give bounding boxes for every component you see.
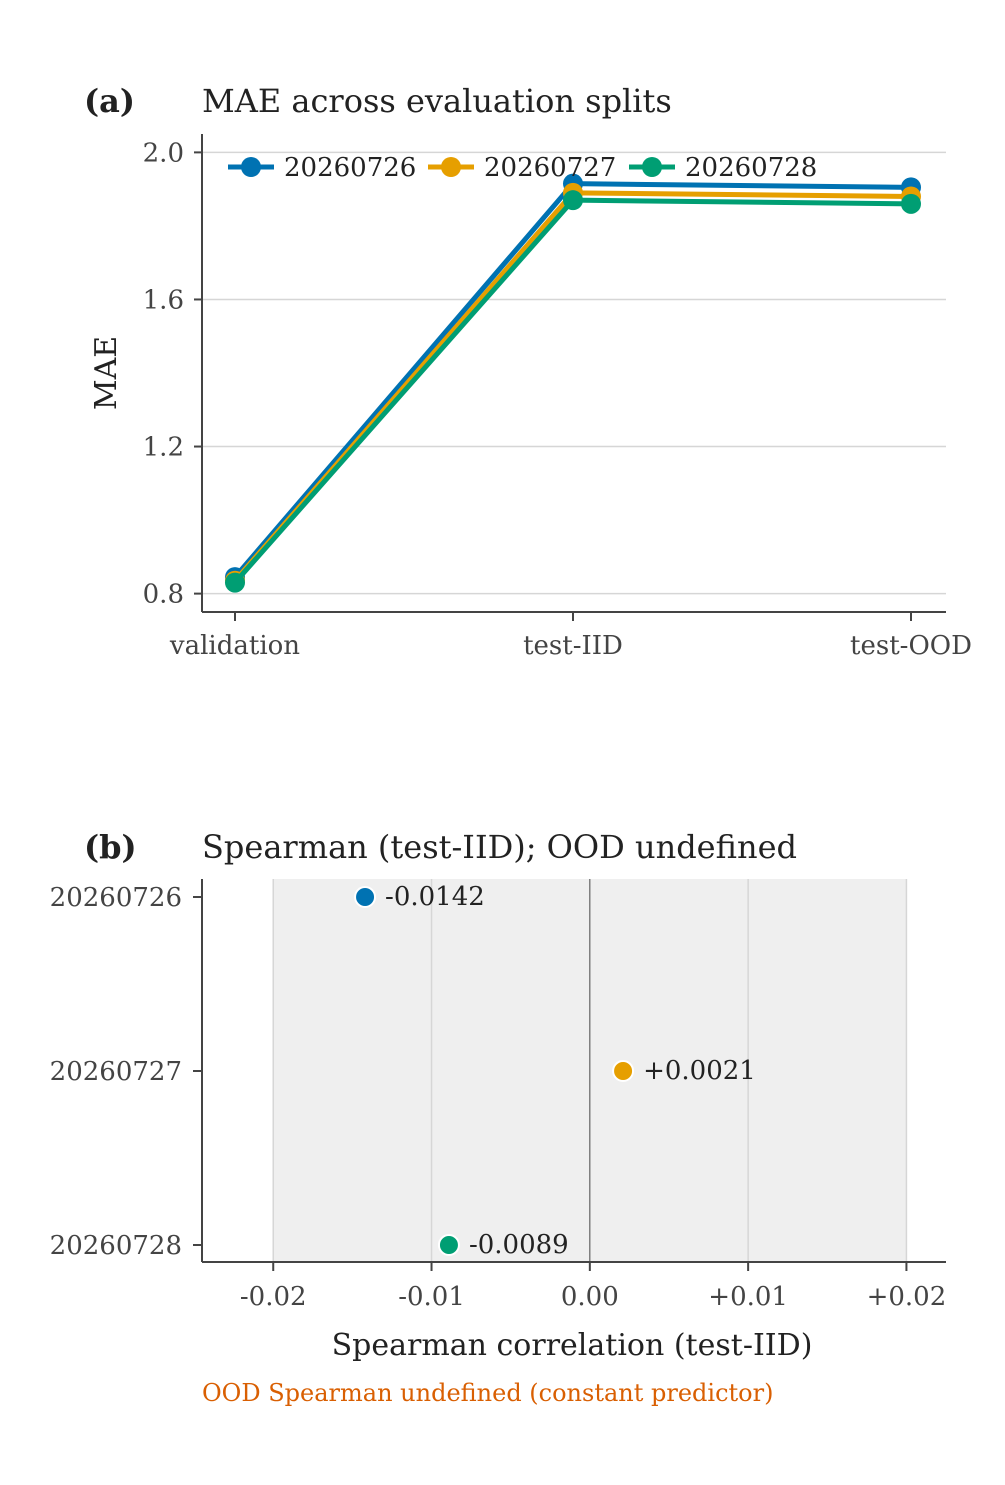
panel-b-y-tick-label: 20260726: [50, 883, 182, 913]
panel-b-label: (b): [84, 828, 137, 866]
panel-a-data-point: [225, 572, 245, 593]
panel-a-series-line: [233, 181, 912, 579]
panel-a-y-tick-label: 1.2: [143, 433, 184, 463]
panel-a-legend-marker: [642, 157, 662, 177]
panel-b-y-tick-label: 20260728: [50, 1231, 182, 1261]
panel-a-y-tick-label: 1.6: [143, 285, 184, 315]
panel-a-series-20260728: [225, 190, 921, 593]
panel-a-legend-label: 20260727: [484, 153, 616, 183]
panel-a-legend-label: 20260726: [284, 153, 416, 183]
panel-b-point-label: +0.0021: [643, 1056, 756, 1086]
panel-a-x-tick-label: test-OOD: [850, 631, 972, 661]
panel-b-point-label: -0.0089: [469, 1230, 569, 1260]
panel-a-series-line: [233, 197, 912, 585]
panel-b-gridlines: [272, 879, 908, 1262]
panel-b-x-tick-label: -0.01: [398, 1282, 465, 1312]
panel-a-series-20260726: [225, 173, 921, 588]
panel-b-points: -0.0142 +0.0021 -0.0089: [354, 882, 756, 1260]
panel-b-y-tick-label: 20260727: [50, 1057, 182, 1087]
panel-b-point-20260727: [612, 1060, 635, 1082]
panel-b-point-label: -0.0142: [385, 882, 485, 912]
panel-a-series-20260727: [225, 182, 921, 591]
panel-a-y-tick-label: 2.0: [143, 138, 184, 168]
panel-b-x-tick-label: -0.02: [240, 1282, 307, 1312]
panel-a-legend-entry: 20260726: [228, 153, 416, 183]
panel-a-legend-entry: 20260727: [428, 153, 616, 183]
panel-a-legend: 20260726 20260727 20260728: [228, 153, 817, 183]
panel-b-x-tick-label: +0.01: [708, 1282, 788, 1312]
panel-a-legend-entry: 20260728: [629, 153, 817, 183]
panel-a-gridlines: [202, 151, 946, 595]
panel-b-x-axis-label: Spearman correlation (test-IID): [332, 1328, 813, 1363]
panel-a-legend-marker: [441, 157, 461, 177]
panel-a-legend-label: 20260728: [685, 153, 817, 183]
panel-b-point-20260726: [354, 886, 377, 908]
panel-b-title: Spearman (test-IID); OOD undefined: [202, 828, 797, 866]
panel-b-x-tick-label: +0.02: [867, 1282, 947, 1312]
panel-a-series-line: [233, 190, 912, 583]
panel-a-x-ticks: validation test-IID test-OOD: [169, 612, 972, 661]
panel-a-y-tick-label: 0.8: [143, 580, 184, 610]
panel-a-x-tick-label: validation: [169, 631, 300, 661]
panel-a-title: MAE across evaluation splits: [202, 82, 672, 120]
panel-b-x-tick-label: 0.00: [561, 1282, 619, 1312]
panel-a-x-tick-label: test-IID: [523, 631, 623, 661]
panel-b-dot-chart: (b) Spearman (test-IID); OOD undefined 2…: [50, 828, 947, 1407]
panel-a-y-axis-label: MAE: [89, 336, 124, 410]
panel-b-y-ticks: 20260726 20260727 20260728: [50, 883, 202, 1261]
panel-b-point-20260728: [437, 1234, 460, 1256]
panel-a-line-chart: (a) MAE across evaluation splits 0.8 1.2 1…: [84, 82, 972, 661]
panel-a-data-point: [563, 190, 583, 211]
panel-a-series: [225, 173, 921, 593]
panel-a-label: (a): [84, 82, 135, 120]
panel-a-legend-marker: [241, 157, 261, 177]
panel-b-note: OOD Spearman undefined (constant predict…: [202, 1379, 773, 1407]
panel-a-y-ticks: 0.8 1.2 1.6 2.0: [143, 138, 202, 610]
panel-b-x-ticks: -0.02 -0.01 0.00 +0.01 +0.02: [240, 1262, 946, 1312]
panel-a-data-point: [901, 193, 921, 214]
